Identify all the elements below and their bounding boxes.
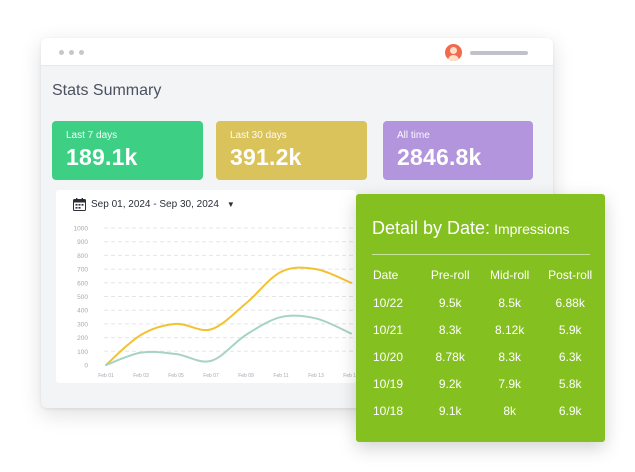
detail-metric: Impressions xyxy=(494,221,570,237)
cell-pre-roll: 9.5k xyxy=(438,295,462,310)
stat-card-value: 391.2k xyxy=(230,144,302,170)
cell-date: 10/22 xyxy=(373,295,404,310)
cell-date: 10/20 xyxy=(373,349,404,364)
cell-post-roll: 6.9k xyxy=(558,403,582,418)
title-bar xyxy=(41,38,553,66)
y-tick-label: 300 xyxy=(77,321,88,328)
x-tick-label: Feb 11 xyxy=(273,373,288,379)
cell-date: 10/19 xyxy=(373,376,404,391)
x-tick-label: Feb 07 xyxy=(203,373,219,379)
cell-pre-roll: 8.78k xyxy=(435,349,465,364)
x-tick-label: Feb 15 xyxy=(343,373,356,379)
y-tick-label: 500 xyxy=(77,294,88,301)
caret-down-icon: ▼ xyxy=(226,200,235,209)
cell-mid-roll: 8.12k xyxy=(494,322,525,337)
page-title: Stats Summary xyxy=(52,82,162,99)
detail-title: Detail by Date: Impressions xyxy=(372,218,570,239)
chart-panel: Sep 01, 2024 - Sep 30, 2024 ▼ 0 100 200 300… xyxy=(56,190,356,383)
table-row: 10/22 9.5k 8.5k 6.88k xyxy=(362,289,602,316)
stat-card-all-time: All time 2846.8k xyxy=(383,121,533,180)
date-range-label: Sep 01, 2024 - Sep 30, 2024 xyxy=(91,199,219,210)
column-header-mid-roll: Mid-roll xyxy=(489,267,530,282)
cell-date: 10/18 xyxy=(373,403,404,418)
column-header-date: Date xyxy=(373,267,399,282)
window-menu-dots[interactable] xyxy=(59,50,84,55)
cell-post-roll: 5.9k xyxy=(558,322,582,337)
cell-mid-roll: 8k xyxy=(503,403,516,418)
x-tick-label: Feb 09 xyxy=(238,373,254,379)
cell-date: 10/21 xyxy=(373,322,404,337)
column-header-pre-roll: Pre-roll xyxy=(430,267,470,282)
detail-title-text: Detail by Date: xyxy=(372,218,491,238)
cell-post-roll: 6.3k xyxy=(558,349,582,364)
user-avatar-icon[interactable] xyxy=(445,44,462,61)
y-tick-label: 700 xyxy=(77,267,88,274)
y-tick-label: 200 xyxy=(77,335,88,342)
x-tick-label: Feb 13 xyxy=(308,373,324,379)
stat-card-value: 189.1k xyxy=(66,144,138,170)
stat-card-label: Last 30 days xyxy=(230,130,287,141)
divider xyxy=(372,254,590,255)
cell-pre-roll: 9.2k xyxy=(438,376,462,391)
line-chart: 0 100 200 300 400 500 600 700 800 900 1000 Feb 01 Fe… xyxy=(74,226,356,379)
user-name-placeholder xyxy=(470,51,528,55)
y-tick-label: 0 xyxy=(84,363,88,370)
y-tick-label: 900 xyxy=(77,239,88,246)
cell-post-roll: 5.8k xyxy=(558,376,582,391)
cell-mid-roll: 7.9k xyxy=(498,376,521,391)
table-row: 10/18 9.1k 8k 6.9k xyxy=(362,397,602,424)
cell-pre-roll: 8.3k xyxy=(438,322,462,337)
y-tick-label: 1000 xyxy=(74,226,89,233)
stat-card-label: All time xyxy=(397,130,430,141)
dot-icon xyxy=(79,50,84,55)
cell-mid-roll: 8.3k xyxy=(498,349,521,364)
column-header-post-roll: Post-roll xyxy=(548,267,593,282)
x-tick-label: Feb 03 xyxy=(133,373,149,379)
series-line-1 xyxy=(105,266,352,366)
table-header-row: Date Pre-roll Mid-roll Post-roll xyxy=(362,260,602,289)
stat-card-value: 2846.8k xyxy=(397,144,482,170)
table-row: 10/21 8.3k 8.12k 5.9k xyxy=(362,316,602,343)
date-range-picker[interactable]: Sep 01, 2024 - Sep 30, 2024 ▼ xyxy=(73,198,235,211)
cell-post-roll: 6.88k xyxy=(555,295,585,310)
stat-card-last-30-days: Last 30 days 391.2k xyxy=(216,121,367,180)
cell-pre-roll: 9.1k xyxy=(438,403,462,418)
detail-by-date-card: Detail by Date: Impressions Date Pre-roll… xyxy=(356,194,605,442)
dot-icon xyxy=(59,50,64,55)
series-line-2 xyxy=(105,314,352,366)
y-tick-label: 800 xyxy=(77,253,88,260)
x-tick-label: Feb 01 xyxy=(98,373,114,379)
y-tick-label: 100 xyxy=(77,349,88,356)
y-tick-label: 400 xyxy=(77,308,88,315)
x-tick-label: Feb 05 xyxy=(168,373,184,379)
table-row: 10/20 8.78k 8.3k 6.3k xyxy=(362,343,602,370)
stat-card-last-7-days: Last 7 days 189.1k xyxy=(52,121,203,180)
cell-mid-roll: 8.5k xyxy=(498,295,521,310)
table-row: 10/19 9.2k 7.9k 5.8k xyxy=(362,370,602,397)
calendar-icon xyxy=(73,198,86,211)
dot-icon xyxy=(69,50,74,55)
detail-table: Date Pre-roll Mid-roll Post-roll 10/22 9… xyxy=(362,260,602,424)
stat-card-label: Last 7 days xyxy=(66,130,118,141)
y-tick-label: 600 xyxy=(77,280,88,287)
